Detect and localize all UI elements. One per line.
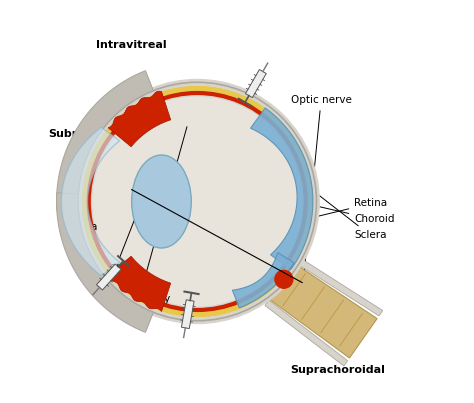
Polygon shape bbox=[97, 264, 121, 290]
Text: Suprachoroidal: Suprachoroidal bbox=[291, 366, 385, 376]
Circle shape bbox=[275, 270, 293, 288]
Text: Optic nerve: Optic nerve bbox=[291, 95, 352, 295]
Polygon shape bbox=[232, 253, 294, 308]
Polygon shape bbox=[182, 300, 194, 328]
Text: Cornea: Cornea bbox=[60, 201, 98, 233]
Polygon shape bbox=[251, 108, 313, 270]
Polygon shape bbox=[56, 71, 154, 210]
Ellipse shape bbox=[132, 155, 191, 248]
Text: Ciliary body: Ciliary body bbox=[108, 127, 187, 304]
Circle shape bbox=[78, 82, 317, 321]
Polygon shape bbox=[246, 70, 266, 98]
Polygon shape bbox=[56, 193, 154, 332]
Text: Retina: Retina bbox=[313, 199, 387, 218]
Polygon shape bbox=[108, 256, 171, 312]
Circle shape bbox=[93, 97, 301, 306]
Text: Subretinal: Subretinal bbox=[48, 129, 113, 139]
Polygon shape bbox=[265, 300, 347, 366]
Text: Sclera: Sclera bbox=[317, 194, 387, 240]
Text: Choroid: Choroid bbox=[315, 206, 395, 224]
Text: Intravitreal: Intravitreal bbox=[96, 39, 167, 50]
Polygon shape bbox=[61, 127, 120, 276]
Polygon shape bbox=[295, 257, 383, 316]
Text: Lens: Lens bbox=[104, 178, 151, 272]
Polygon shape bbox=[108, 91, 171, 147]
Polygon shape bbox=[269, 264, 377, 358]
